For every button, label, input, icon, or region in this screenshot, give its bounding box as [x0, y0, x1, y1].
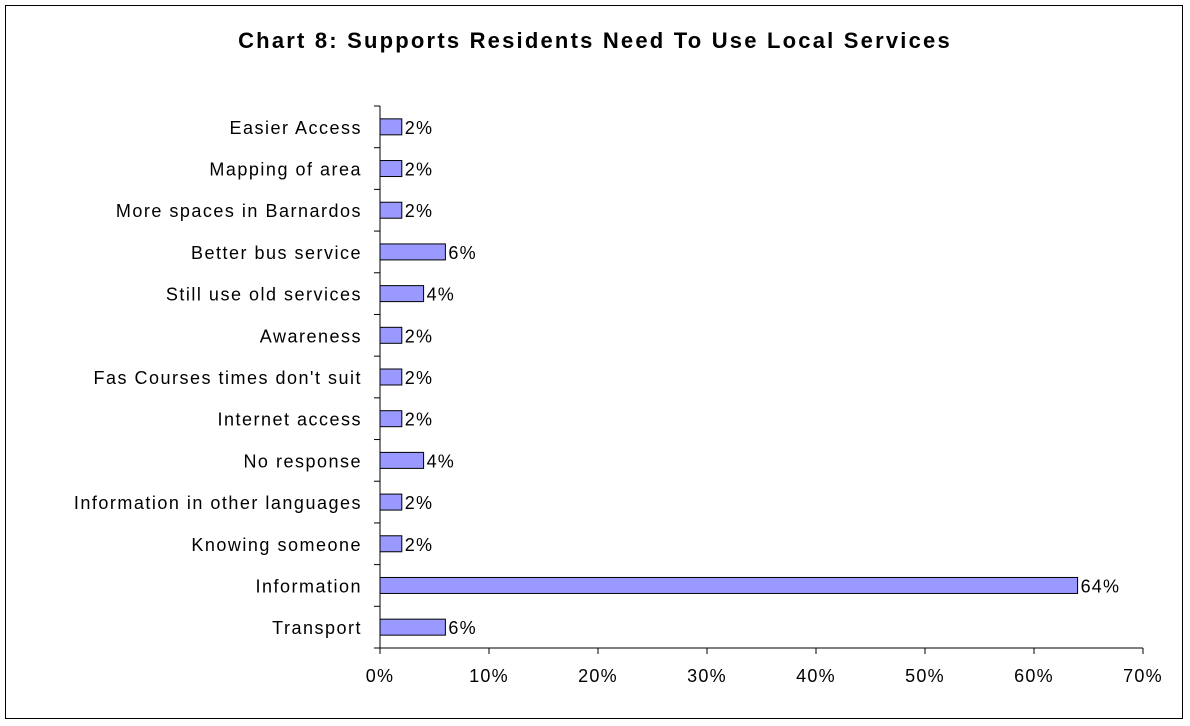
data-label: 4%: [427, 451, 455, 471]
data-label: 2%: [405, 368, 433, 388]
category-label: Easier Access: [229, 118, 362, 138]
category-label: Mapping of area: [209, 160, 362, 180]
data-label: 2%: [405, 535, 433, 555]
data-label: 2%: [405, 410, 433, 430]
data-label: 4%: [427, 285, 455, 305]
bar: [379, 576, 1079, 594]
category-label: Better bus service: [191, 243, 362, 263]
x-tick-label: 0%: [366, 666, 394, 686]
category-label: Awareness: [260, 326, 362, 346]
bar: [379, 243, 446, 261]
category-label: Transport: [272, 618, 362, 638]
x-tick-label: 20%: [578, 666, 618, 686]
x-tick-label: 10%: [469, 666, 509, 686]
bar: [379, 368, 403, 386]
bar: [379, 535, 403, 553]
data-label: 2%: [405, 160, 433, 180]
data-label: 2%: [405, 118, 433, 138]
bar: [379, 326, 403, 344]
x-tick-label: 40%: [796, 666, 836, 686]
bar: [379, 493, 403, 511]
x-tick-label: 70%: [1123, 666, 1163, 686]
category-label: Information: [255, 576, 362, 596]
bar: [379, 285, 425, 303]
bar: [379, 201, 403, 219]
x-tick-label: 50%: [905, 666, 945, 686]
data-label: 2%: [405, 493, 433, 513]
bar: [379, 410, 403, 428]
x-tick-label: 30%: [687, 666, 727, 686]
category-label: Information in other languages: [74, 493, 362, 513]
category-label: Still use old services: [166, 285, 362, 305]
bar: [379, 451, 425, 469]
data-label: 6%: [448, 243, 476, 263]
category-label: Internet access: [217, 410, 362, 430]
bar: [379, 160, 403, 178]
data-label: 6%: [448, 618, 476, 638]
data-label: 64%: [1081, 576, 1121, 596]
chart-frame: [5, 5, 1183, 719]
chart-title: Chart 8: Supports Residents Need To Use …: [238, 28, 952, 53]
data-label: 2%: [405, 201, 433, 221]
data-label: 2%: [405, 326, 433, 346]
bar: [379, 118, 403, 136]
category-label: Fas Courses times don't suit: [93, 368, 362, 388]
category-label: Knowing someone: [191, 535, 362, 555]
category-label: More spaces in Barnardos: [116, 201, 362, 221]
x-tick-label: 60%: [1014, 666, 1054, 686]
bar: [379, 618, 446, 636]
category-label: No response: [243, 451, 362, 471]
